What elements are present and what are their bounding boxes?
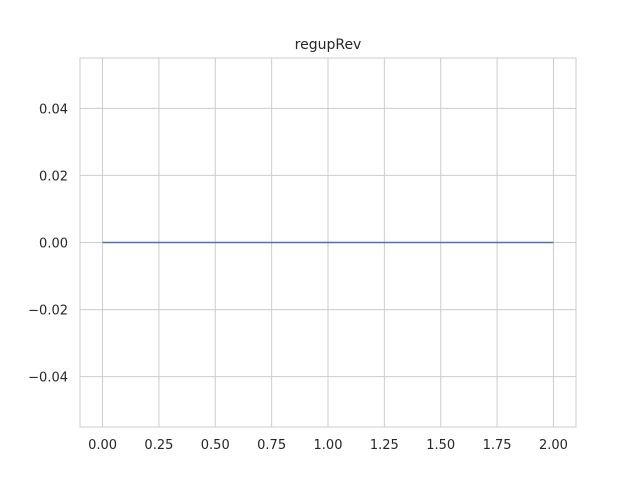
y-tick-label: 0.00 xyxy=(39,237,68,252)
x-tick-label: 1.75 xyxy=(483,438,512,453)
x-tick-label: 0.25 xyxy=(144,438,173,453)
y-tick-label: 0.04 xyxy=(39,102,68,117)
y-tick-label: −0.02 xyxy=(28,304,68,319)
x-tick-label: 1.25 xyxy=(370,438,399,453)
x-tick-label: 0.75 xyxy=(257,438,286,453)
y-tick-label: 0.02 xyxy=(39,169,68,184)
x-tick-label: 1.00 xyxy=(314,438,343,453)
y-tick-labels: −0.04 −0.02 0.00 0.02 0.04 xyxy=(28,102,68,385)
plot-frame xyxy=(79,57,577,428)
y-tick-label: −0.04 xyxy=(28,371,68,386)
x-tick-label: 1.50 xyxy=(426,438,455,453)
x-tick-label: 0.50 xyxy=(201,438,230,453)
x-tick-label: 2.00 xyxy=(539,438,568,453)
chart-title: regupRev xyxy=(295,37,362,53)
x-tick-label: 0.00 xyxy=(88,438,117,453)
x-tick-labels: 0.00 0.25 0.50 0.75 1.00 1.25 1.50 1.75 2.00 xyxy=(88,438,568,453)
